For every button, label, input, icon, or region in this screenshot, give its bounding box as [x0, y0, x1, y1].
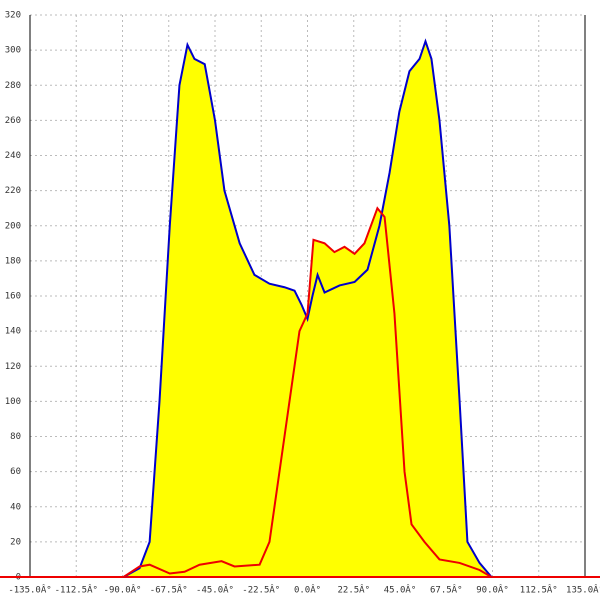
x-tick-label: -67.5Â° [150, 584, 188, 596]
x-tick-label: 22.5Â° [337, 584, 370, 596]
y-tick-label: 80 [10, 432, 21, 442]
x-tick-label: -45.0Â° [196, 584, 234, 596]
y-tick-label: 180 [5, 256, 21, 266]
x-tick-label: -90.0Â° [104, 584, 142, 596]
x-tick-label: 90.0Â° [476, 584, 509, 596]
x-tick-label: -112.5Â° [55, 584, 98, 596]
y-tick-label: 300 [5, 46, 21, 56]
x-tick-label: 135.0Â° [566, 584, 600, 596]
y-tick-label: 140 [5, 327, 21, 337]
x-tick-label: 45.0Â° [384, 584, 417, 596]
x-tick-label: 67.5Â° [430, 584, 463, 596]
y-tick-label: 280 [5, 81, 21, 91]
y-tick-label: 320 [5, 11, 21, 21]
y-tick-label: 260 [5, 116, 21, 126]
line [122, 206, 492, 578]
y-tick-label: 120 [5, 362, 21, 372]
y-tick-label: 160 [5, 292, 21, 302]
y-tick-label: 20 [10, 537, 21, 547]
y-tick-label: 100 [5, 397, 21, 407]
x-tick-label: -135.0Â° [8, 584, 51, 596]
y-tick-label: 240 [5, 151, 21, 161]
y-tick-label: 220 [5, 186, 21, 196]
x-tick-label: -22.5Â° [242, 584, 280, 596]
y-tick-label: 40 [10, 502, 21, 512]
y-tick-label: 60 [10, 467, 21, 477]
y-tick-label: 200 [5, 221, 21, 231]
line [123, 38, 493, 578]
area [123, 208, 492, 577]
x-tick-label: 0.0Â° [294, 584, 321, 596]
x-tick-label: 112.5Â° [520, 584, 558, 596]
